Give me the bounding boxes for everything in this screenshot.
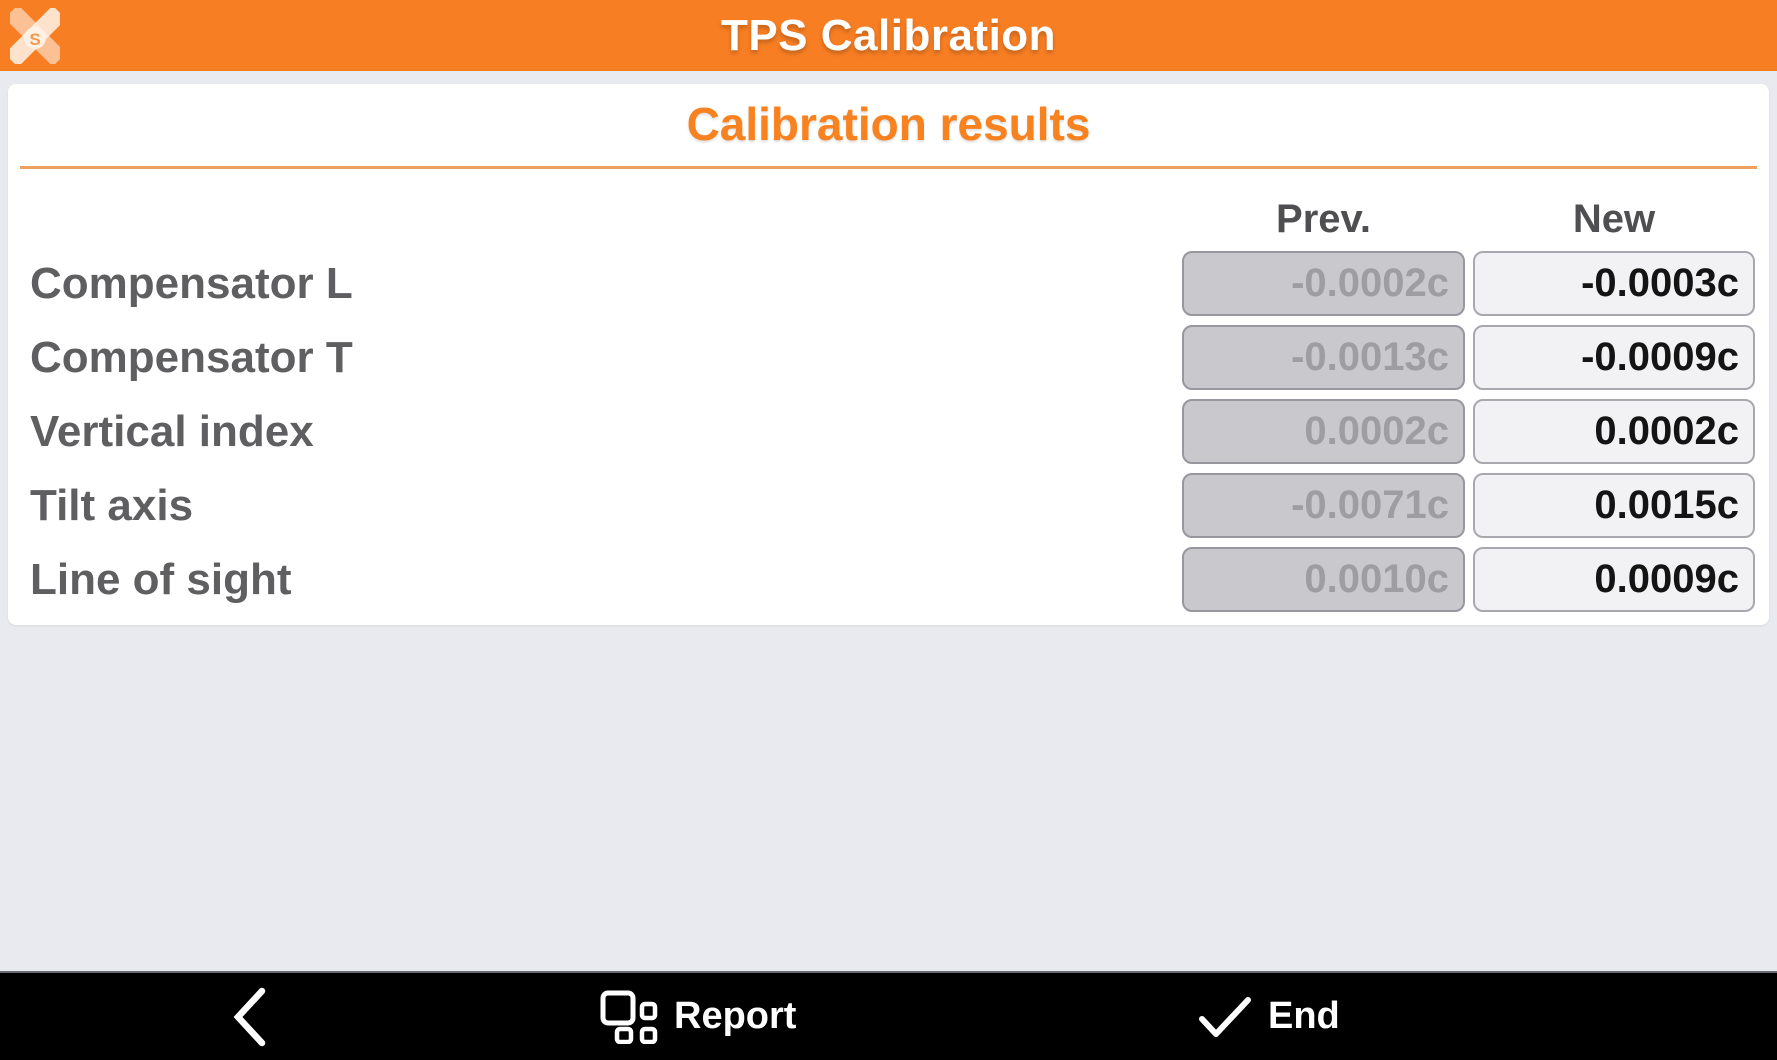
new-value-field[interactable]: -0.0009c [1473, 325, 1755, 390]
column-header-prev: Prev. [1276, 197, 1371, 241]
report-button-label: Report [674, 995, 797, 1037]
column-headers: Prev. New [8, 193, 1769, 241]
prev-value-field: -0.0013c [1182, 325, 1465, 390]
prev-value-field: 0.0010c [1182, 547, 1465, 612]
prev-value-field: -0.0071c [1182, 473, 1465, 538]
prev-value-field: 0.0002c [1182, 399, 1465, 464]
end-button-label: End [1268, 995, 1340, 1037]
page-title: TPS Calibration [720, 10, 1057, 60]
prev-value-field: -0.0002c [1182, 251, 1465, 316]
back-button[interactable] [232, 973, 268, 1060]
title-bar: S TPS Calibration [0, 0, 1777, 71]
chevron-left-icon [233, 987, 266, 1046]
row-label: Vertical index [30, 406, 314, 456]
panel-title: Calibration results [686, 98, 1091, 150]
calibration-rows: Compensator L -0.0002c -0.0003c Compensa… [8, 251, 1769, 612]
new-value-field[interactable]: 0.0002c [1473, 399, 1755, 464]
new-value-field[interactable]: 0.0015c [1473, 473, 1755, 538]
new-value-field[interactable]: 0.0009c [1473, 547, 1755, 612]
divider [20, 166, 1757, 169]
calibration-results-panel: Calibration results Prev. New Compensato… [8, 84, 1769, 625]
table-row: Vertical index 0.0002c 0.0002c [8, 399, 1769, 464]
report-grid-icon [600, 990, 658, 1044]
row-label: Line of sight [30, 554, 292, 604]
table-row: Compensator L -0.0002c -0.0003c [8, 251, 1769, 316]
end-button[interactable]: End [1198, 973, 1340, 1060]
table-row: Line of sight 0.0010c 0.0009c [8, 547, 1769, 612]
table-row: Compensator T -0.0013c -0.0009c [8, 325, 1769, 390]
logo-monogram: S [29, 30, 40, 49]
row-label: Tilt axis [30, 480, 194, 530]
bottom-toolbar: Report End [0, 971, 1777, 1060]
column-header-new: New [1572, 197, 1656, 241]
report-button[interactable]: Report [600, 973, 796, 1060]
table-row: Tilt axis -0.0071c 0.0015c [8, 473, 1769, 538]
row-label: Compensator L [30, 258, 353, 308]
xpad-logo-icon: S [10, 8, 60, 64]
row-label: Compensator T [30, 332, 353, 382]
checkmark-icon [1199, 996, 1251, 1037]
new-value-field[interactable]: -0.0003c [1473, 251, 1755, 316]
